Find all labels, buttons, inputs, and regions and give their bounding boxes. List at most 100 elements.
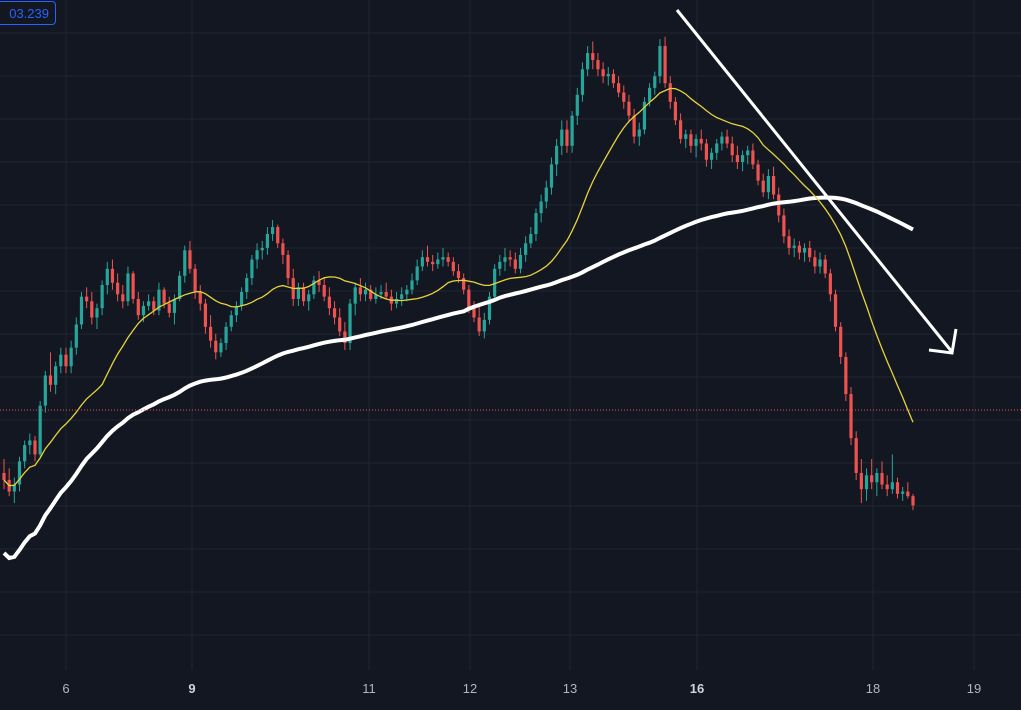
candle-body xyxy=(410,280,414,290)
candle xyxy=(575,87,579,125)
candle xyxy=(95,303,99,330)
candle-body xyxy=(870,475,874,483)
candle-body xyxy=(637,129,641,137)
candle xyxy=(632,108,636,144)
candle-body xyxy=(647,87,652,102)
candle xyxy=(224,322,228,350)
candle-body xyxy=(116,282,120,295)
candle-body xyxy=(792,245,796,248)
x-axis: 6 9 11 12 13 16 18 19 xyxy=(62,681,981,696)
candle-body xyxy=(901,491,905,494)
candle xyxy=(684,129,688,149)
candle-body xyxy=(436,259,440,265)
candle-body xyxy=(203,303,208,327)
candle xyxy=(48,352,53,392)
candle-body xyxy=(121,294,125,302)
candle-body xyxy=(565,129,569,146)
candle xyxy=(322,278,326,302)
candle xyxy=(668,76,672,109)
candle xyxy=(327,287,331,316)
trend-arrow-head[interactable] xyxy=(928,328,958,355)
candle xyxy=(704,138,709,167)
candle-body xyxy=(348,303,352,344)
candle-body xyxy=(12,484,16,492)
candle xyxy=(735,145,739,170)
candle xyxy=(901,486,905,501)
candle xyxy=(307,289,311,311)
candle-body xyxy=(529,234,533,244)
candle xyxy=(844,352,848,402)
candle-body xyxy=(224,326,228,344)
candle xyxy=(157,282,161,316)
candle-body xyxy=(885,484,889,490)
candle-body xyxy=(296,287,300,299)
candle-body xyxy=(622,92,626,102)
candle-body xyxy=(74,324,78,348)
candle-body xyxy=(756,164,760,181)
candle-body xyxy=(90,301,94,318)
candle xyxy=(864,468,869,501)
candle-body xyxy=(369,289,373,299)
candle xyxy=(436,252,440,269)
candle-body xyxy=(425,257,430,262)
candle xyxy=(126,266,130,306)
candle-body xyxy=(467,289,471,309)
candle xyxy=(343,322,347,350)
candle-body xyxy=(658,46,662,77)
candle xyxy=(270,220,275,241)
candle xyxy=(673,97,678,125)
candle-body xyxy=(601,69,605,77)
candle xyxy=(715,138,719,160)
candle-body xyxy=(508,257,512,260)
candle xyxy=(622,85,626,109)
candle xyxy=(782,208,786,244)
trend-arrow-drawing[interactable] xyxy=(675,9,958,355)
candle-body xyxy=(689,134,693,146)
candle-body xyxy=(131,273,135,299)
candle-body xyxy=(234,305,239,316)
candle-body xyxy=(456,271,461,279)
candle xyxy=(296,282,300,306)
candle xyxy=(100,280,104,316)
candle-body xyxy=(606,73,610,77)
candle-body xyxy=(684,134,688,139)
candle-body xyxy=(338,317,342,332)
candle-body xyxy=(575,94,579,116)
candle-body xyxy=(632,115,636,137)
candle xyxy=(663,36,667,88)
candle xyxy=(178,271,182,302)
candle-body xyxy=(141,305,146,316)
candle-body xyxy=(854,438,858,473)
candle-body xyxy=(208,326,213,341)
current-price-tag: 03.239 xyxy=(0,1,56,25)
candle-body xyxy=(802,247,807,253)
x-tick-label: 18 xyxy=(866,681,880,696)
trend-arrow-line[interactable] xyxy=(675,9,954,353)
candle-body xyxy=(513,259,517,269)
candle xyxy=(699,129,703,151)
candle xyxy=(802,243,807,262)
candle xyxy=(493,264,497,302)
candle xyxy=(895,477,900,499)
candle-body xyxy=(229,315,233,327)
candle-body xyxy=(740,155,745,163)
candle xyxy=(761,173,765,197)
candle xyxy=(167,296,171,318)
candle xyxy=(2,459,6,490)
candle-body xyxy=(720,136,724,144)
candle xyxy=(33,435,37,462)
candle-body xyxy=(844,356,848,395)
candle-body xyxy=(673,101,678,121)
candle-body xyxy=(890,482,894,490)
candle-body xyxy=(239,292,244,306)
candle xyxy=(276,224,280,248)
candle-body xyxy=(23,445,27,462)
candle xyxy=(709,148,714,170)
candle xyxy=(508,250,512,267)
candle xyxy=(689,129,693,153)
candle-body xyxy=(136,298,140,316)
candle-body xyxy=(152,301,156,311)
candle xyxy=(529,227,533,248)
